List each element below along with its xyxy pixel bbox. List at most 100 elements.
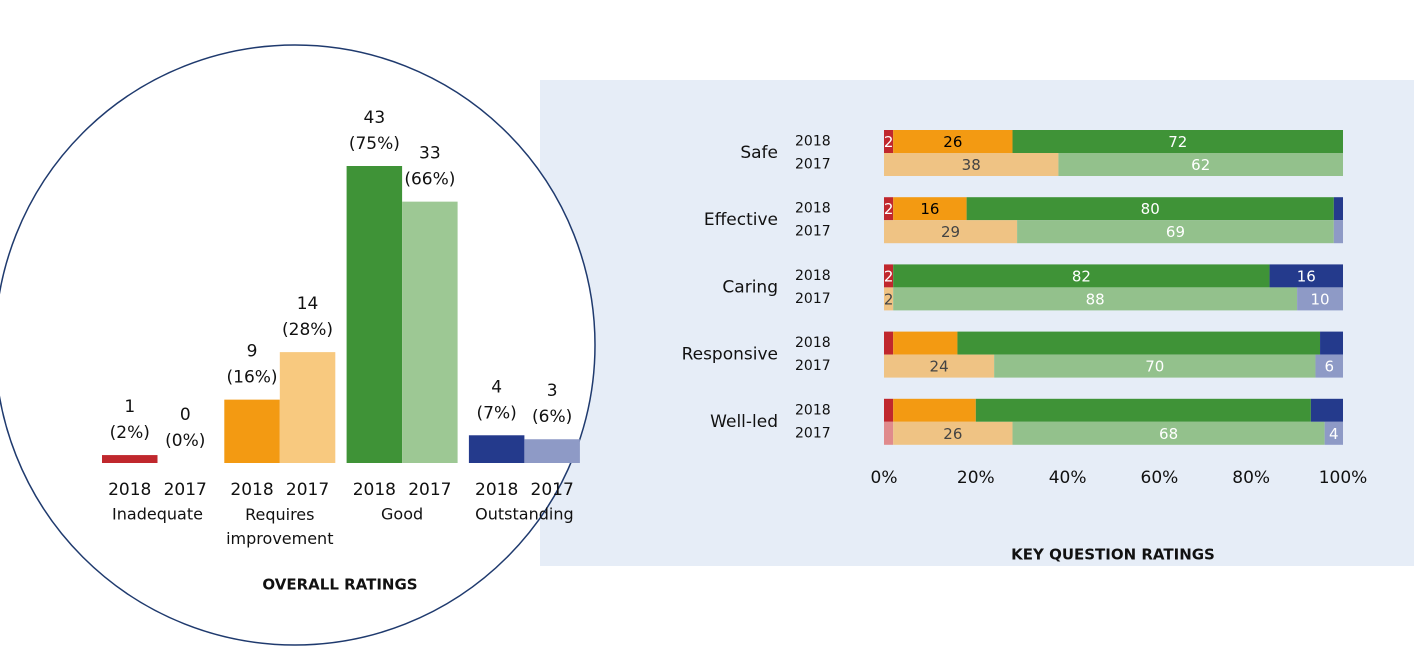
- value-label: 82: [1072, 267, 1091, 285]
- percent-label: (6%): [532, 407, 572, 427]
- year-label: 2018: [795, 268, 831, 284]
- category-label: Safe: [740, 143, 778, 163]
- segment: [1058, 153, 1343, 176]
- percent-label: (2%): [110, 423, 150, 443]
- count-label: 14: [297, 294, 319, 314]
- year-label: 2018: [108, 480, 151, 500]
- segment: [884, 354, 995, 378]
- value-label: 2: [884, 290, 894, 308]
- value-label: 70: [1145, 358, 1164, 376]
- segment: [1012, 421, 1325, 445]
- year-label: 2017: [408, 480, 451, 500]
- value-label: 68: [1159, 425, 1178, 443]
- bar: [468, 435, 525, 463]
- segment: [1333, 197, 1343, 221]
- chart-title: OVERALL RATINGS: [262, 576, 417, 594]
- chart-title: KEY QUESTION RATINGS: [1011, 546, 1215, 564]
- value-label: 24: [930, 358, 949, 376]
- segment: [893, 331, 958, 355]
- year-label: 2018: [795, 402, 831, 418]
- year-label: 2018: [795, 201, 831, 217]
- year-label: 2018: [475, 480, 518, 500]
- year-label: 2018: [795, 335, 831, 351]
- segment: [1320, 331, 1343, 355]
- x-tick-label: 20%: [957, 468, 995, 488]
- percent-label: (75%): [349, 134, 400, 154]
- category-label: Inadequate: [112, 505, 203, 524]
- value-label: 6: [1324, 358, 1334, 376]
- year-label: 2017: [795, 291, 831, 307]
- bar: [224, 399, 280, 463]
- segment: [884, 220, 1018, 244]
- count-label: 43: [364, 108, 386, 128]
- count-label: 0: [180, 405, 191, 425]
- segment: [1310, 398, 1343, 422]
- segment: [994, 354, 1316, 378]
- percent-label: (66%): [404, 170, 455, 190]
- percent-label: (7%): [477, 403, 517, 423]
- value-label: 16: [1297, 267, 1316, 285]
- value-label: 2: [884, 133, 894, 151]
- value-label: 72: [1168, 133, 1187, 151]
- value-label: 80: [1141, 200, 1160, 218]
- x-tick-label: 0%: [871, 468, 898, 488]
- segment: [1012, 130, 1343, 153]
- circle: [0, 44, 596, 646]
- segment: [966, 197, 1334, 221]
- segment: [884, 197, 894, 221]
- category-label: Outstanding: [475, 505, 573, 524]
- year-label: 2018: [230, 480, 273, 500]
- category-label: Requires improvement: [226, 505, 333, 548]
- value-label: 69: [1166, 223, 1185, 241]
- segment: [1324, 421, 1343, 445]
- year-label: 2018: [353, 480, 396, 500]
- value-label: 88: [1086, 290, 1105, 308]
- count-label: 33: [419, 144, 441, 164]
- segment: [1297, 287, 1343, 311]
- value-label: 26: [943, 425, 962, 443]
- segment: [884, 153, 1059, 176]
- x-tick-label: 60%: [1141, 468, 1179, 488]
- segment: [884, 287, 894, 311]
- year-label: 2017: [286, 480, 329, 500]
- segment: [893, 287, 1298, 311]
- count-label: 4: [491, 377, 502, 397]
- x-tick-label: 40%: [1049, 468, 1087, 488]
- year-label: 2018: [795, 134, 831, 150]
- percent-label: (28%): [282, 320, 333, 340]
- x-tick-label: 100%: [1319, 468, 1368, 488]
- segment: [884, 398, 894, 422]
- segment: [893, 264, 1270, 288]
- year-label: 2017: [795, 224, 831, 240]
- segment: [1333, 220, 1343, 244]
- segment: [975, 398, 1311, 422]
- year-label: 2017: [795, 157, 831, 173]
- value-label: 4: [1329, 425, 1339, 443]
- bar: [346, 166, 403, 463]
- value-label: 10: [1311, 290, 1330, 308]
- count-label: 1: [124, 397, 135, 417]
- segment: [884, 331, 894, 355]
- percent-label: (16%): [227, 368, 278, 388]
- count-label: 9: [247, 342, 258, 362]
- category-label: Well-led: [710, 412, 778, 432]
- year-label: 2017: [795, 358, 831, 374]
- segment: [893, 130, 1013, 153]
- year-label: 2017: [795, 425, 831, 441]
- year-label: 2017: [164, 480, 207, 500]
- count-label: 3: [547, 381, 558, 401]
- segment: [893, 421, 1013, 445]
- category-label: Good: [381, 505, 423, 524]
- value-label: 2: [884, 200, 894, 218]
- bar: [524, 439, 580, 463]
- segment: [1315, 354, 1343, 378]
- category-label: Caring: [722, 277, 778, 297]
- value-label: 62: [1191, 156, 1210, 174]
- value-label: 26: [943, 133, 962, 151]
- value-label: 2: [884, 267, 894, 285]
- segment: [884, 264, 894, 288]
- segment: [893, 197, 967, 221]
- segment: [884, 130, 894, 153]
- x-tick-label: 80%: [1232, 468, 1270, 488]
